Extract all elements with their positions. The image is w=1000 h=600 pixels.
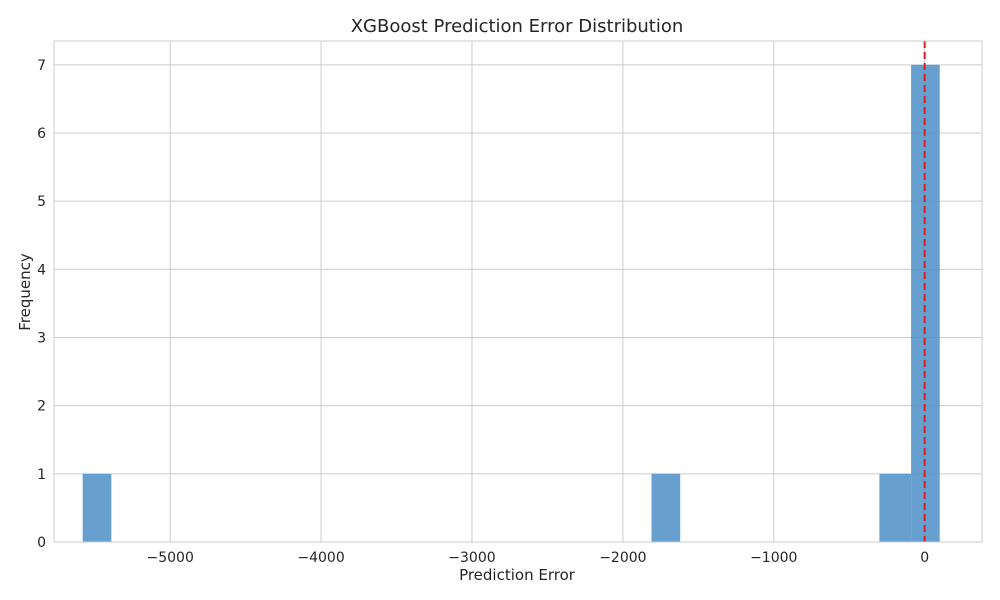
y-tick-label: 0 (37, 535, 46, 551)
x-tick-label: 0 (920, 550, 929, 566)
x-tick-label: −2000 (599, 550, 646, 566)
y-tick-label: 4 (37, 262, 46, 278)
y-tick-label: 7 (37, 58, 46, 74)
y-axis-label: Frequency (16, 253, 34, 331)
x-tick-label: −5000 (147, 550, 194, 566)
histogram-bar (82, 473, 112, 542)
x-tick-label: −1000 (750, 550, 797, 566)
y-tick-label: 6 (37, 126, 46, 142)
chart-title: XGBoost Prediction Error Distribution (351, 16, 684, 37)
histogram-bars (82, 64, 940, 542)
x-tick-label: −3000 (448, 550, 495, 566)
x-axis-ticks: −5000 −4000 −3000 −2000 −1000 0 (147, 550, 930, 566)
grid (54, 41, 982, 543)
histogram-bar (879, 473, 912, 542)
y-tick-label: 1 (37, 467, 46, 483)
x-tick-label: −4000 (297, 550, 344, 566)
y-tick-label: 3 (37, 331, 46, 347)
y-axis-ticks: 0 1 2 3 4 5 6 7 (37, 58, 46, 551)
y-tick-label: 2 (37, 399, 46, 415)
y-tick-label: 5 (37, 194, 46, 210)
plot-frame (53, 40, 983, 543)
histogram-bar (651, 473, 681, 542)
x-axis-label: Prediction Error (459, 566, 576, 584)
